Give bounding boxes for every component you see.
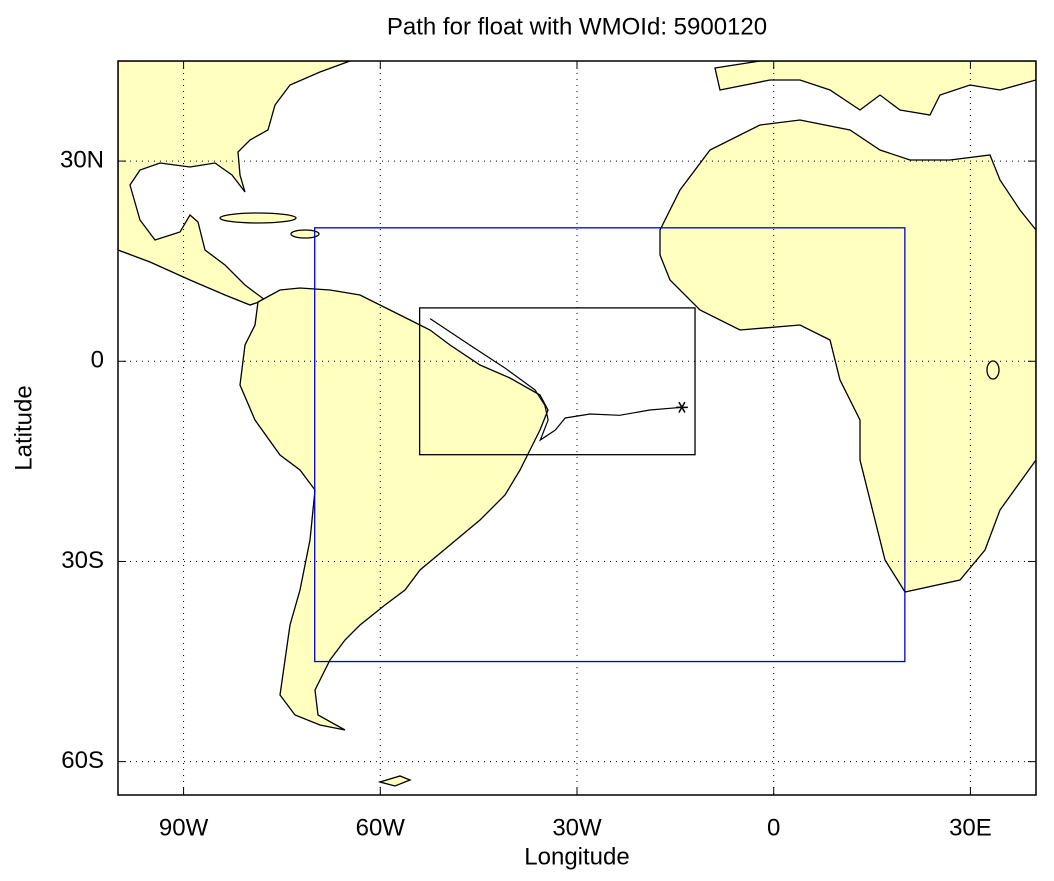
y-tick-label: 30N bbox=[60, 146, 104, 173]
y-axis-label: Latitude bbox=[10, 385, 37, 470]
y-tick-label: 30S bbox=[61, 547, 104, 574]
region-box bbox=[314, 227, 906, 663]
land bbox=[118, 61, 1036, 787]
x-tick-label: 30W bbox=[552, 814, 602, 841]
hispaniola bbox=[290, 229, 320, 239]
y-tick-label: 60S bbox=[61, 747, 104, 774]
south-america bbox=[239, 287, 549, 731]
madagascar-lake bbox=[986, 360, 1000, 380]
x-axis-label: Longitude bbox=[524, 843, 629, 870]
europe bbox=[714, 61, 1036, 116]
africa bbox=[659, 119, 1036, 593]
region-box bbox=[418, 307, 696, 456]
x-tick-label: 0 bbox=[767, 814, 780, 841]
north-america bbox=[118, 61, 351, 306]
x-tick-label: 30E bbox=[949, 814, 992, 841]
antarctic-islands bbox=[377, 775, 412, 787]
y-tick-label: 0 bbox=[91, 347, 104, 374]
float-track bbox=[429, 318, 682, 442]
x-tick-label: 60W bbox=[356, 814, 406, 841]
x-tick-label: 90W bbox=[159, 814, 209, 841]
cuba bbox=[219, 212, 297, 224]
chart-title: Path for float with WMOId: 5900120 bbox=[387, 13, 767, 40]
last-position bbox=[675, 401, 688, 413]
